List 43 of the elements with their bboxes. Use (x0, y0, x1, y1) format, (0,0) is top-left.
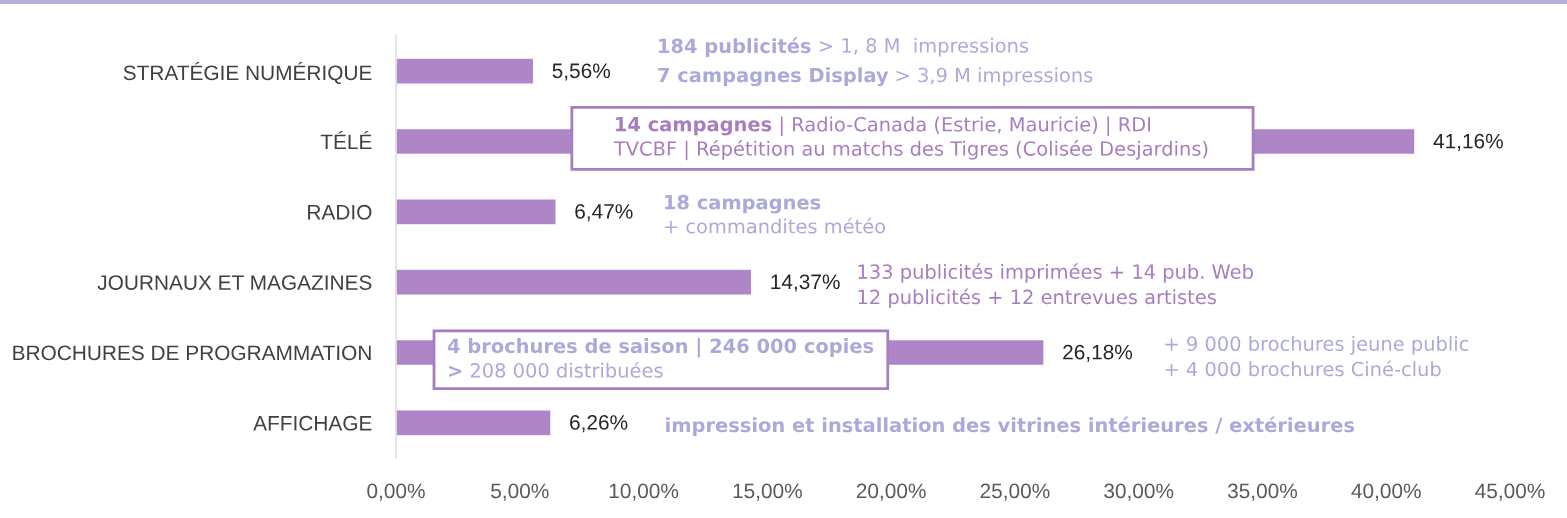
annotation: 208 000 distribuées (470, 361, 663, 378)
x-tick-label: 30,00% (1104, 483, 1174, 501)
x-tick-label: 0,00% (367, 483, 425, 501)
data-label: 41,16% (1433, 133, 1503, 151)
y-tick-label: BROCHURES DE PROGRAMMATION (13, 345, 371, 361)
data-label: 6,47% (575, 204, 633, 222)
annotation: TVCBF | Répétition au matchs des Tigres (Colisée Desjardins) (613, 140, 1208, 161)
y-tick-label: STRATÉGIE NUMÉRIQUE (123, 61, 372, 84)
y-tick-label: TÉLÉ (320, 130, 372, 150)
y-tick-label: AFFICHAGE (253, 415, 372, 431)
annotation: + 4 000 brochures Ciné-club (1165, 360, 1441, 377)
annotation: + 9 000 brochures jeune public (1165, 335, 1469, 355)
annotation: > 3,9 M impressions (896, 67, 1093, 87)
bar (396, 409, 552, 437)
bar (396, 198, 557, 226)
x-tick-label: 25,00% (980, 483, 1050, 501)
data-label: 14,37% (771, 274, 840, 292)
annotation: 4 brochures de saison | 246 000 copies (447, 338, 874, 358)
data-label: 5,56% (552, 63, 611, 81)
annotation: 7 campagnes Display (658, 67, 889, 87)
y-tick-label: JOURNAUX ET MAGAZINES (97, 275, 372, 290)
x-tick-label: 15,00% (733, 483, 802, 501)
x-tick-label: 45,00% (1475, 483, 1545, 501)
annotation: > (449, 365, 462, 377)
bar (396, 57, 535, 85)
annotation: impression et installation des vitrines intérieures / extérieures (666, 416, 1355, 437)
data-label: 6,26% (570, 415, 628, 433)
annotation: 184 publicités (659, 37, 811, 57)
x-tick-label: 35,00% (1227, 483, 1298, 501)
annotation: + commandites météo (664, 217, 886, 234)
annotation: 133 publicités imprimées + 14 pub. Web (858, 263, 1253, 283)
annotation: 14 campagnes (616, 117, 772, 136)
annotation: | Radio-Canada (Estrie, Mauricie) | RDI (780, 116, 1151, 136)
data-label: 26,18% (1063, 344, 1133, 362)
x-tick-label: 10,00% (609, 483, 679, 501)
annotation: 12 publicités + 12 entrevues artistes (858, 288, 1216, 309)
annotation: > 1, 8 M impressions (819, 37, 1029, 57)
x-tick-label: 40,00% (1351, 483, 1421, 501)
y-tick-label: RADIO (308, 204, 372, 220)
bar (396, 268, 753, 296)
x-tick-label: 5,00% (491, 483, 549, 501)
annotation: 18 campagnes (665, 194, 821, 214)
x-tick-label: 20,00% (856, 483, 926, 501)
